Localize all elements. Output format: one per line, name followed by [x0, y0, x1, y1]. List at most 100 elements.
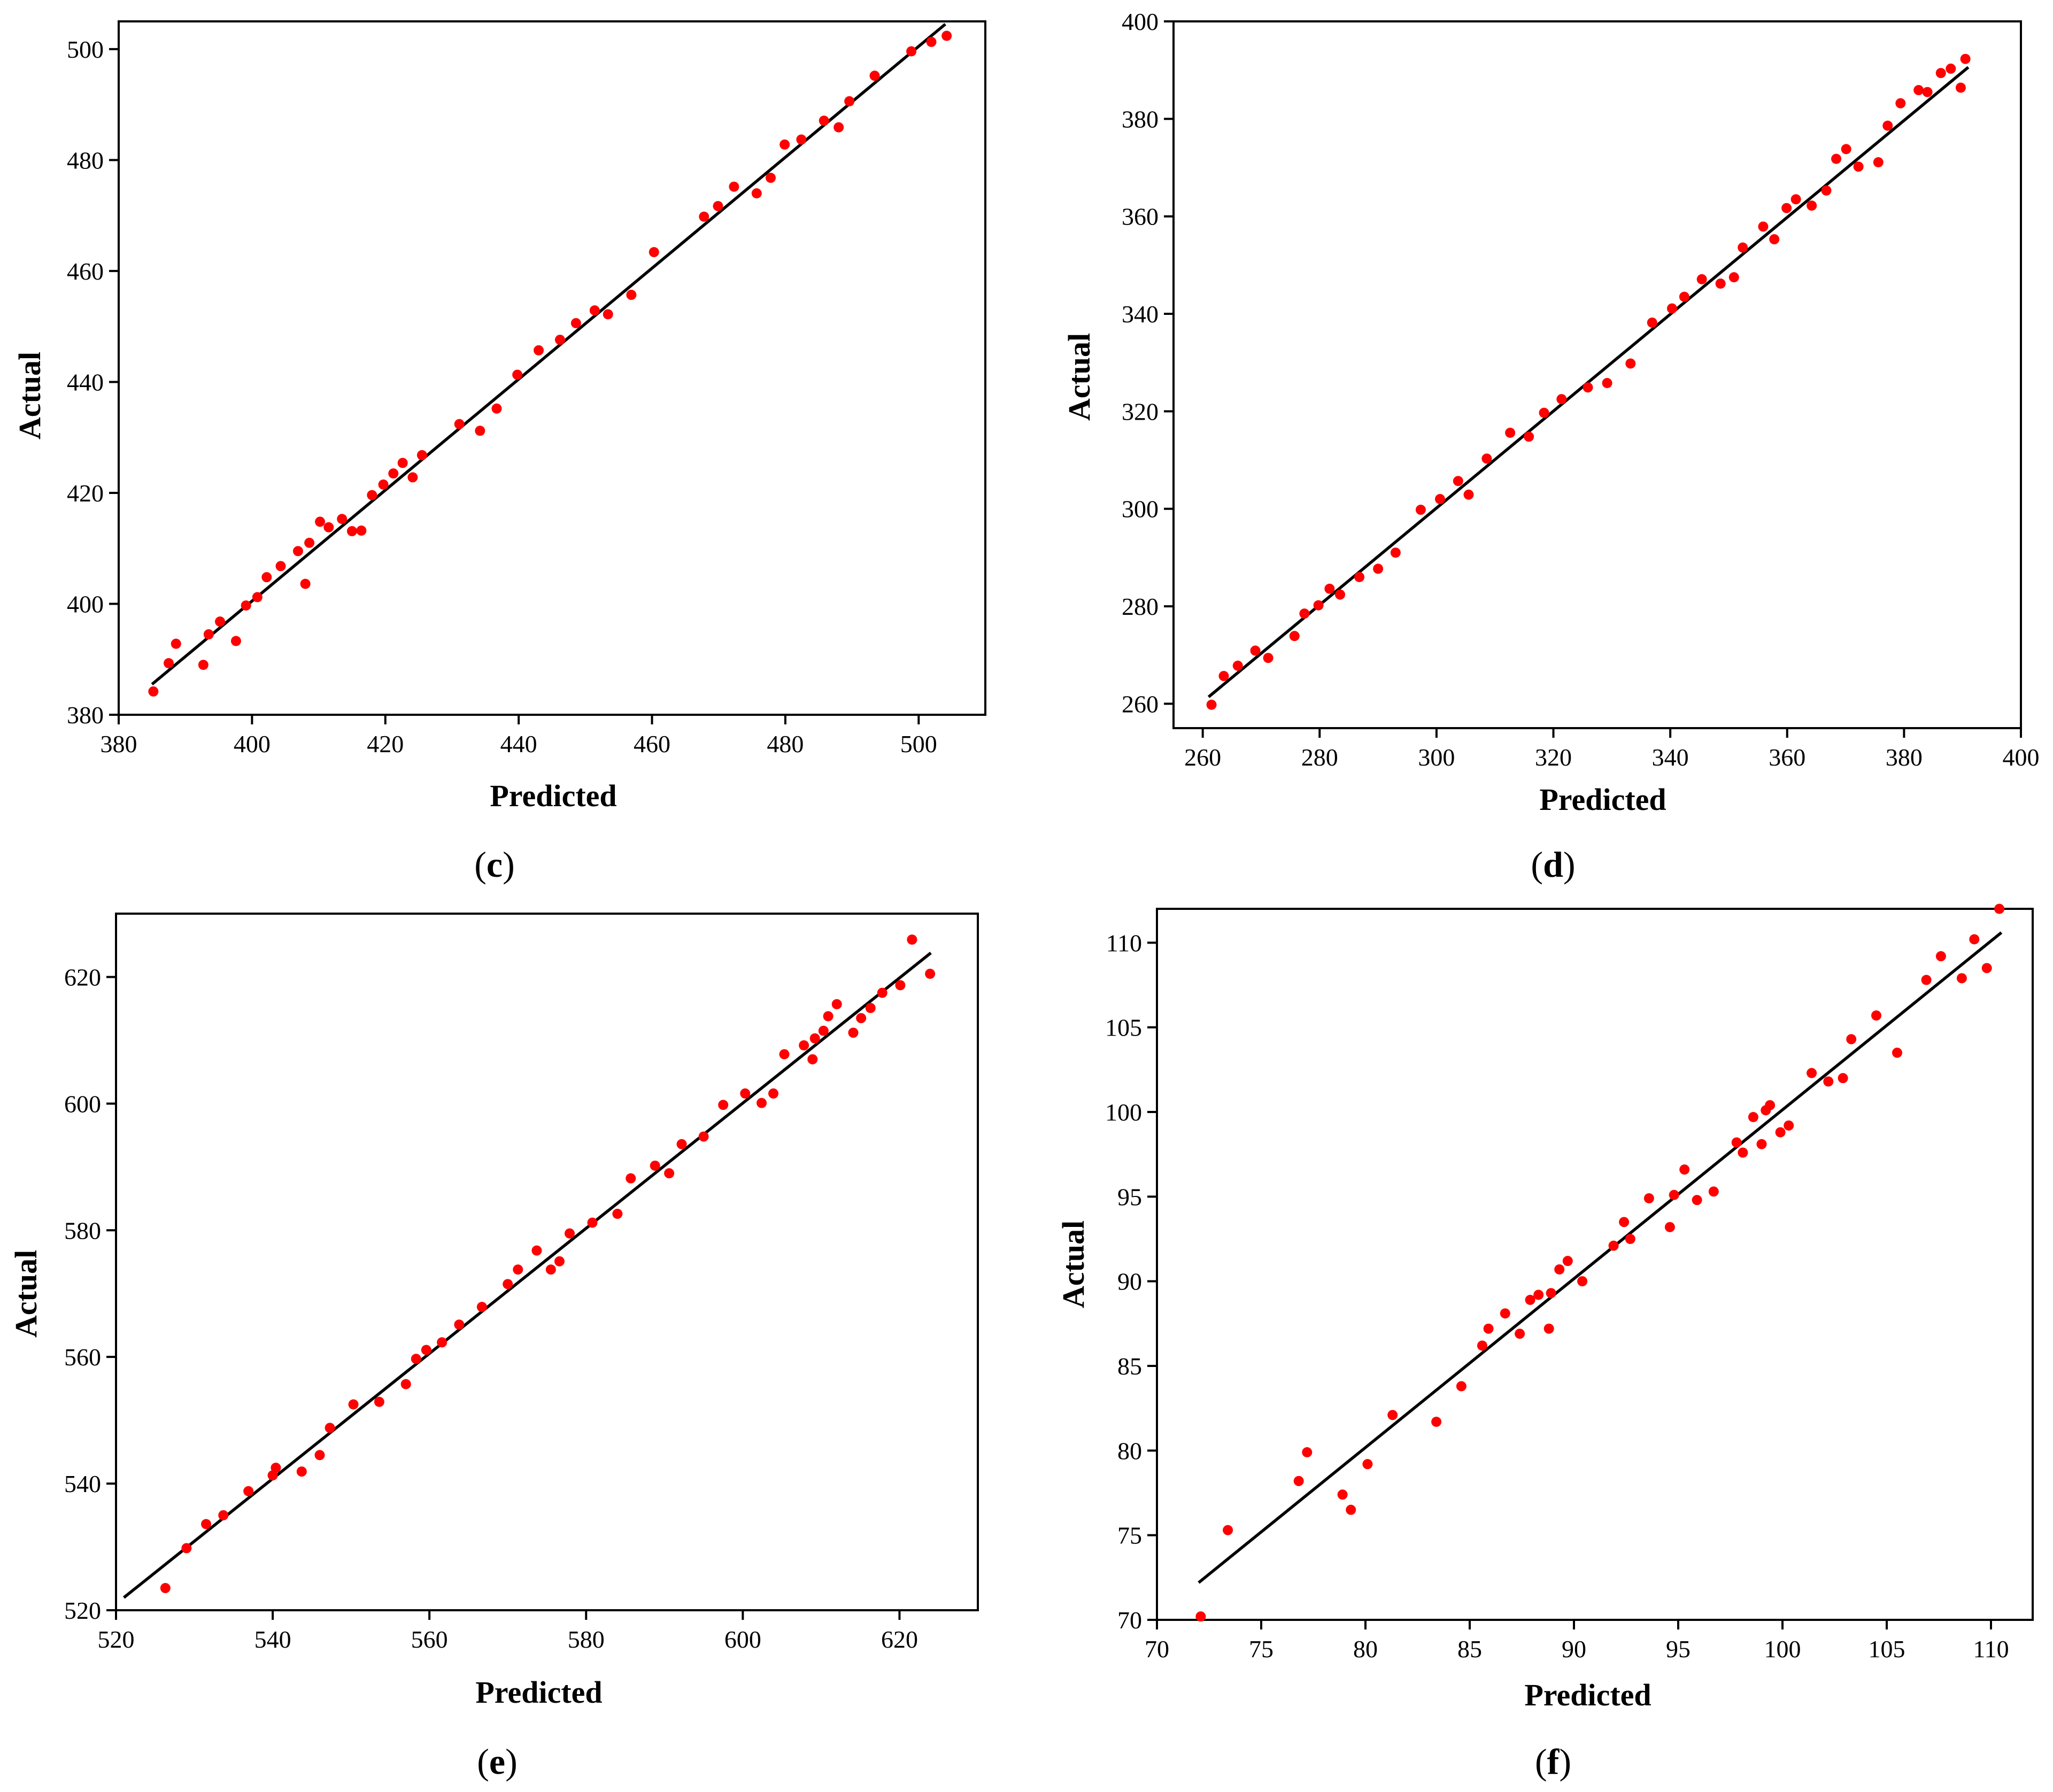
panel-c: Predicted Actual (c) 380 400 420 440 460 480 5… — [12, 20, 986, 885]
data-point — [729, 181, 739, 192]
x-tick-label: 560 — [411, 1626, 448, 1653]
data-point — [1807, 200, 1817, 211]
y-tick-label: 520 — [64, 1597, 101, 1624]
x-tick-label: 280 — [1301, 744, 1338, 771]
y-tick-label: 100 — [1105, 1099, 1142, 1126]
fit-line — [1198, 931, 2003, 1584]
data-point — [513, 1264, 523, 1275]
data-point — [699, 211, 709, 222]
panel-e: Predicted Actual (e) 520 540 560 580 600 620 5… — [9, 913, 979, 1782]
data-point — [1481, 453, 1492, 464]
data-point — [865, 1002, 876, 1013]
data-point — [1846, 1034, 1857, 1045]
data-point — [1434, 493, 1445, 504]
data-point — [906, 46, 917, 57]
data-point — [1955, 82, 1966, 93]
data-point — [925, 969, 936, 979]
data-point — [400, 1379, 411, 1389]
data-point — [1390, 547, 1401, 558]
data-point — [1664, 1222, 1675, 1232]
data-point — [1533, 1289, 1544, 1300]
x-tick-label: 300 — [1418, 744, 1455, 771]
data-point — [1935, 68, 1946, 79]
data-point — [378, 479, 389, 490]
data-point — [1679, 1164, 1690, 1175]
data-point — [356, 526, 367, 536]
data-point — [476, 1302, 487, 1312]
data-point — [1994, 903, 2005, 914]
x-tick-label: 380 — [101, 730, 137, 758]
data-point — [1583, 382, 1593, 393]
data-point — [397, 458, 408, 468]
data-point — [437, 1337, 447, 1348]
y-tick-label: 105 — [1105, 1014, 1142, 1041]
x-tick-label: 380 — [1886, 744, 1923, 771]
data-point — [1625, 1234, 1635, 1244]
y-tick-label: 340 — [1122, 300, 1159, 328]
x-tick-label: 500 — [900, 730, 937, 758]
data-point — [554, 335, 565, 345]
y-tick-label: 90 — [1117, 1268, 1142, 1295]
data-point — [1679, 291, 1689, 302]
data-point — [831, 999, 842, 1009]
panel-caption: (c) — [474, 844, 515, 885]
data-point — [1195, 1611, 1206, 1622]
data-point — [823, 1011, 833, 1022]
data-point — [1206, 699, 1217, 710]
data-point — [1500, 1308, 1510, 1319]
data-point — [1921, 975, 1932, 985]
data-point — [1781, 203, 1792, 213]
plot-frame — [1172, 20, 2022, 729]
data-point — [1346, 1504, 1356, 1515]
x-tick-label: 360 — [1769, 744, 1805, 771]
data-point — [1960, 53, 1971, 64]
x-axis-title: Predicted — [1539, 782, 1666, 817]
data-point — [1807, 1068, 1817, 1078]
data-point — [491, 403, 502, 414]
data-point — [1232, 660, 1243, 671]
data-point — [926, 36, 937, 47]
plot-frame — [1156, 908, 2034, 1621]
y-tick-label: 260 — [1122, 690, 1159, 717]
data-point — [421, 1345, 431, 1355]
data-point — [1841, 144, 1851, 155]
data-point — [271, 1462, 281, 1473]
data-point — [1431, 1417, 1442, 1427]
data-point — [1554, 1264, 1565, 1275]
x-tick-label: 340 — [1652, 744, 1689, 771]
y-axis-title: Actual — [9, 1250, 43, 1338]
data-point — [1223, 1525, 1233, 1535]
data-point — [512, 369, 523, 380]
data-point — [1546, 1288, 1556, 1299]
data-point — [296, 1466, 307, 1477]
y-tick-label: 380 — [67, 701, 104, 729]
data-point — [1505, 427, 1516, 438]
y-tick-label: 420 — [67, 480, 104, 507]
y-tick-label: 380 — [1122, 105, 1159, 133]
data-point — [325, 1423, 335, 1433]
y-axis-title: Actual — [1062, 333, 1097, 421]
data-point — [856, 1013, 867, 1023]
data-point — [1922, 87, 1933, 97]
x-tick-label: 90 — [1562, 1635, 1586, 1663]
x-tick-label: 580 — [568, 1626, 605, 1653]
y-tick-label: 480 — [67, 146, 104, 174]
data-point — [1608, 1240, 1619, 1251]
data-point — [1643, 1193, 1654, 1203]
y-tick-label: 500 — [67, 36, 104, 63]
data-point — [1765, 1100, 1776, 1110]
data-point — [1838, 1073, 1848, 1084]
data-point — [201, 1519, 212, 1530]
x-tick-label: 320 — [1535, 744, 1572, 771]
data-point — [649, 247, 659, 258]
x-axis-title: Predicted — [1524, 1678, 1651, 1712]
data-point — [1415, 505, 1426, 515]
x-tick-label: 105 — [1869, 1635, 1905, 1663]
data-point — [809, 1033, 820, 1044]
data-point — [1289, 631, 1300, 642]
y-tick-label: 460 — [67, 258, 104, 285]
data-point — [503, 1279, 513, 1289]
data-point — [1337, 1489, 1348, 1500]
data-point — [1715, 279, 1726, 289]
